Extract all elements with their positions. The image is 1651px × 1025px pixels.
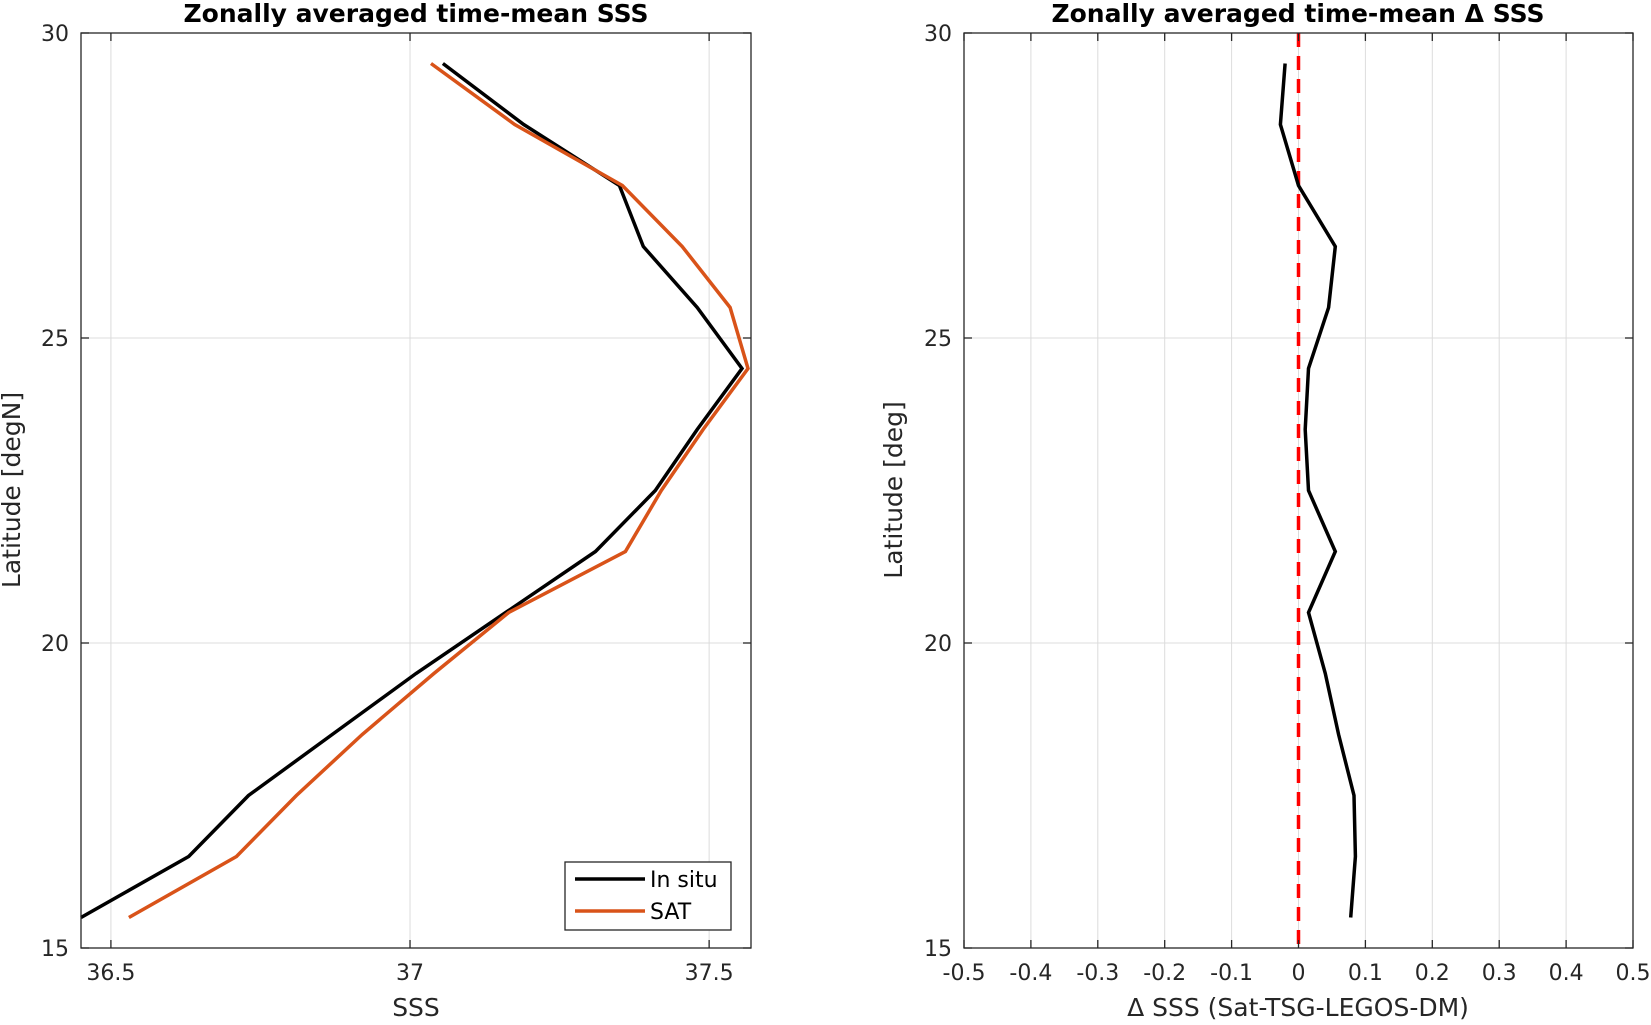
- series-line-delta: [1278, 63, 1358, 918]
- series-lines-sss: [80, 62, 750, 920]
- legend-label-sat: SAT: [650, 900, 692, 925]
- y-tick-label: 25: [41, 327, 69, 352]
- x-tick-label: 37.5: [685, 961, 734, 986]
- title-sss: Zonally averaged time-mean SSS: [184, 0, 649, 28]
- x-tick-label: -0.4: [1009, 961, 1052, 986]
- y-tick-label: 30: [41, 22, 69, 47]
- x-tick-label: 0.1: [1348, 961, 1383, 986]
- axes-box-sss: [80, 32, 752, 949]
- x-tick-label: -0.5: [943, 961, 986, 986]
- x-tick-label: -0.3: [1076, 961, 1119, 986]
- x-tick-label: 0.5: [1616, 961, 1651, 986]
- ticks-sss: 36.5 37 37.5 15 20 25 30: [41, 22, 751, 986]
- ylabel-delta-sss: Latitude [deg]: [879, 401, 908, 578]
- title-delta-sss: Zonally averaged time-mean Δ SSS: [1052, 0, 1545, 28]
- xlabel-sss: SSS: [392, 993, 440, 1022]
- x-tick-label: 37: [396, 961, 424, 986]
- x-tick-label: -0.2: [1143, 961, 1186, 986]
- panel-delta-sss: -0.5 -0.4 -0.3 -0.2 -0.1 0 0.1 0.2 0.3 0.4 0.5 15 20…: [879, 0, 1651, 1022]
- x-tick-label: 0.3: [1482, 961, 1517, 986]
- x-tick-label: -0.1: [1210, 961, 1253, 986]
- xlabel-delta-sss: Δ SSS (Sat-TSG-LEGOS-DM): [1127, 993, 1469, 1022]
- panel-sss: 36.5 37 37.5 15 20 25 30 Zonally averaged time…: [0, 0, 752, 1022]
- plot-area-sss: [81, 33, 751, 948]
- legend-box: [564, 861, 732, 931]
- x-tick-label: 0.2: [1415, 961, 1450, 986]
- x-tick-label: 36.5: [86, 961, 135, 986]
- series-lines-delta-sss: [1278, 33, 1358, 948]
- ylabel-sss: Latitude [degN]: [0, 392, 26, 588]
- x-tick-label: 0: [1292, 961, 1306, 986]
- y-tick-label: 15: [41, 937, 69, 962]
- x-tick-label: 0.4: [1549, 961, 1584, 986]
- series-line-in-situ: [80, 62, 745, 920]
- series-line-sat: [128, 62, 750, 920]
- y-tick-label: 30: [924, 22, 952, 47]
- y-tick-label: 20: [41, 632, 69, 657]
- legend-sss: In situ SAT: [564, 861, 732, 931]
- legend-label-in-situ: In situ: [650, 868, 718, 893]
- y-tick-label: 20: [924, 632, 952, 657]
- y-tick-label: 25: [924, 327, 952, 352]
- ticks-delta-sss: -0.5 -0.4 -0.3 -0.2 -0.1 0 0.1 0.2 0.3 0.4 0.5 15 20…: [924, 22, 1651, 986]
- y-tick-label: 15: [924, 937, 952, 962]
